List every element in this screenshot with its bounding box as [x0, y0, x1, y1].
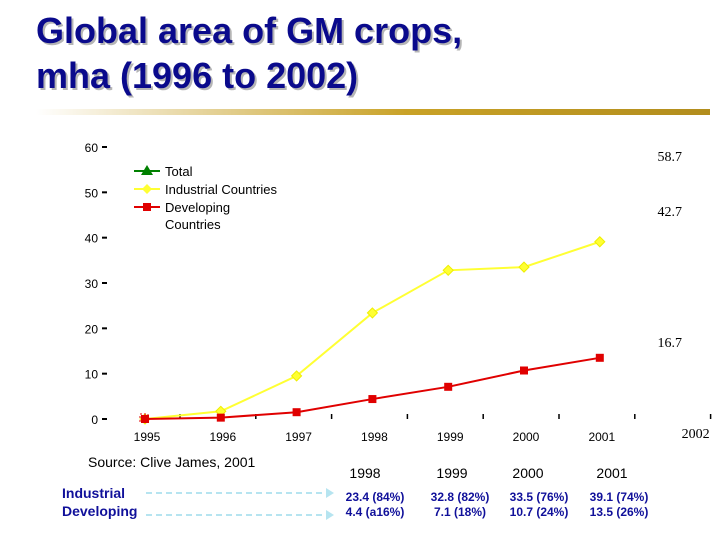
x-tick-label-1996: 1996 [209, 430, 236, 444]
cell-developing-1999: 7.1 (18%) [433, 505, 487, 519]
end-label-2: 16.7 [658, 336, 683, 351]
origin-marker [139, 413, 149, 423]
point-1-2000 [518, 261, 530, 273]
slide-title: Global area of GM crops, mha (1996 to 20… [36, 8, 636, 98]
y-tick-label-40: 40 [85, 232, 99, 246]
cell-industrial-2001: 39.1 (74%) [589, 490, 649, 504]
chart-axes: 0 10 20 30 40 50 60 1995 1996 1997 1998 1999 2000 200… [85, 141, 712, 444]
source-note: Source: Clive James, 2001 [88, 454, 256, 470]
point-1-1999 [442, 264, 454, 277]
legend-label-0: Total [165, 164, 193, 179]
legend-marker-2 [143, 203, 151, 211]
title-line-1: Global area of GM crops, [36, 10, 463, 51]
row-arrow-developing [146, 510, 334, 520]
point-2-2001 [595, 353, 604, 362]
point-2-1995 [141, 415, 149, 423]
cell-industrial-1999: 32.8 (82%) [430, 490, 490, 504]
point-1-1997 [290, 370, 303, 382]
point-1-2001 [594, 236, 606, 248]
table-year-1999: 1999 [436, 465, 468, 481]
legend-marker-1 [142, 184, 152, 194]
cell-developing-2000: 10.7 (24%) [509, 505, 569, 519]
y-tick-label-50: 50 [85, 186, 99, 200]
point-1-1998 [366, 307, 379, 319]
x-tick-label-2001: 2001 [588, 430, 615, 444]
end-label-0: 58.7 [658, 150, 683, 165]
y-tick-label-30: 30 [85, 277, 99, 291]
point-2-1999 [444, 382, 453, 391]
x-tick-label-1998: 1998 [361, 430, 388, 444]
x-tick-label-2002: 2002 [682, 427, 710, 442]
y-tick-label-10: 10 [85, 368, 99, 382]
x-tick-label-2000: 2000 [513, 430, 540, 444]
point-2-1996 [216, 413, 225, 422]
x-tick-label-1999: 1999 [437, 430, 464, 444]
title-line-2: mha (1996 to 2002) [36, 55, 359, 96]
cell-developing-1998: 4.4 (a16%) [345, 505, 405, 519]
cell-industrial-2000: 33.5 (76%) [509, 490, 569, 504]
row-label-industrial: Industrial [62, 485, 126, 501]
cell-developing-2001: 13.5 (26%) [589, 505, 649, 519]
series-line-1 [144, 240, 601, 420]
point-2-1997 [292, 408, 301, 417]
row-arrow-industrial [146, 488, 334, 498]
row-label-developing: Developing [62, 503, 138, 519]
legend-label-3: Countries [165, 217, 221, 232]
end-label-1: 42.7 [658, 205, 683, 220]
point-2-2000 [520, 366, 528, 375]
table-year-2000: 2000 [512, 465, 544, 481]
x-tick-label-1997: 1997 [285, 430, 312, 444]
point-2-1998 [368, 395, 377, 404]
table-year-2001: 2001 [596, 465, 628, 481]
y-tick-label-20: 20 [85, 322, 99, 336]
legend-label-2: Developing [165, 200, 230, 215]
y-tick-label-60: 60 [85, 141, 99, 155]
legend-label-1: Industrial Countries [165, 182, 277, 197]
chart-series [139, 236, 606, 425]
x-tick-label-1995: 1995 [134, 430, 161, 444]
chart-legend: Total Industrial Countries Developing Count… [134, 164, 277, 232]
title-underline [36, 109, 710, 115]
series-line-2 [144, 356, 600, 420]
legend-marker-0 [141, 165, 153, 175]
cell-industrial-1998: 23.4 (84%) [345, 490, 405, 504]
y-tick-label-0: 0 [91, 413, 98, 427]
table-year-1998: 1998 [349, 465, 381, 481]
